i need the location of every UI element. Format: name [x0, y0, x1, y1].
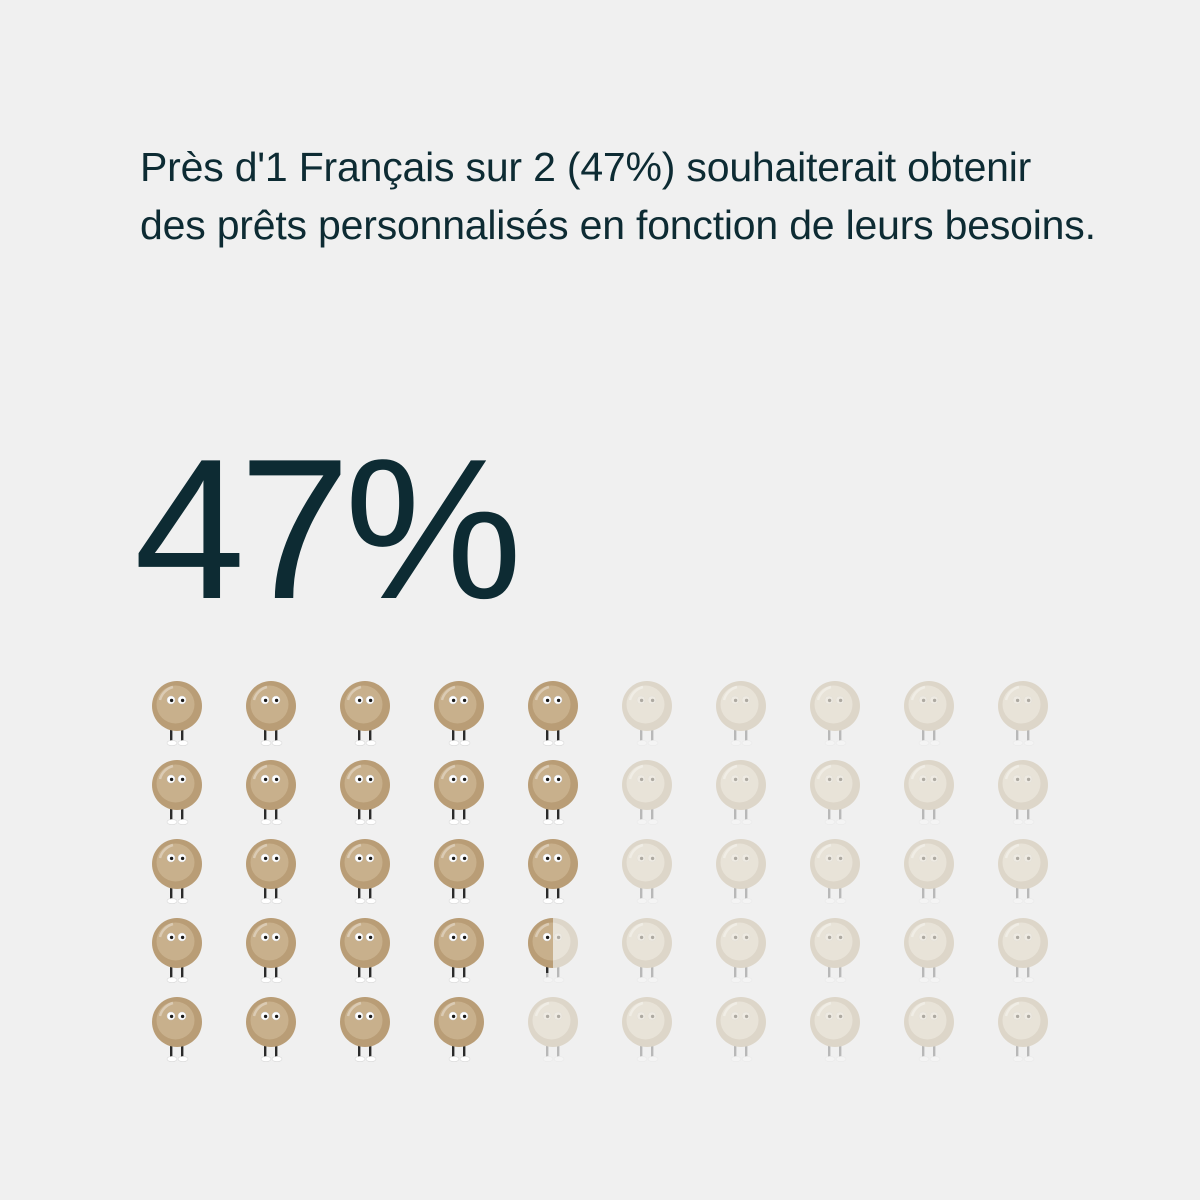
pictogram-icon-empty — [716, 839, 766, 904]
headline: Près d'1 Français sur 2 (47%) souhaitera… — [140, 144, 1096, 248]
pictogram-icon-empty — [622, 681, 672, 746]
pictogram-icon-filled — [152, 839, 202, 904]
pictogram-icon-filled — [434, 681, 484, 746]
pictogram-icon-empty — [904, 681, 954, 746]
pictogram-icon-empty — [998, 997, 1048, 1062]
pictogram-icon-empty — [810, 997, 860, 1062]
pictogram-icon-filled — [434, 918, 484, 983]
pictogram-icon-empty — [998, 839, 1048, 904]
pictogram-icon-empty — [622, 760, 672, 825]
pictogram-icon-filled — [246, 681, 296, 746]
pictogram-icon-filled — [340, 760, 390, 825]
pictogram-icon-partial — [528, 918, 578, 983]
pictogram-icon-empty — [810, 681, 860, 746]
pictogram-icon-empty — [810, 839, 860, 904]
pictogram-icon-filled — [246, 839, 296, 904]
pictogram-icon-filled — [152, 918, 202, 983]
pictogram-icon-empty — [904, 839, 954, 904]
pictogram-icon-empty — [622, 918, 672, 983]
pictogram-icon-filled — [340, 918, 390, 983]
pictogram-icon-empty — [716, 997, 766, 1062]
pictogram-icon-filled — [528, 839, 578, 904]
pictogram-icon-filled — [152, 681, 202, 746]
pictogram-icon-empty — [998, 681, 1048, 746]
pictogram-icon-filled — [340, 997, 390, 1062]
pictogram-icon-filled — [246, 997, 296, 1062]
pictogram-icon-filled — [434, 997, 484, 1062]
pictogram-icon-filled — [434, 839, 484, 904]
pictogram-icon-filled — [434, 760, 484, 825]
pictogram-icon-filled — [152, 997, 202, 1062]
big-stat-value: 47% — [134, 418, 522, 641]
pictogram-icon-filled — [528, 681, 578, 746]
pictogram-icon-filled — [528, 760, 578, 825]
pictogram-icon-empty — [904, 918, 954, 983]
pictogram-icon-empty — [998, 760, 1048, 825]
pictogram-icon-filled — [340, 839, 390, 904]
pictogram-icon-empty — [998, 918, 1048, 983]
pictogram-grid — [152, 681, 1048, 1062]
pictogram-icon-filled — [340, 681, 390, 746]
pictogram-icon-empty — [716, 918, 766, 983]
pictogram-icon-filled — [246, 918, 296, 983]
pictogram-icon-empty — [904, 760, 954, 825]
pictogram-icon-empty — [904, 997, 954, 1062]
pictogram-icon-empty — [810, 760, 860, 825]
pictogram-icon-empty — [622, 997, 672, 1062]
pictogram-icon-empty — [810, 918, 860, 983]
pictogram-icon-empty — [716, 681, 766, 746]
pictogram-icon-empty — [528, 997, 578, 1062]
pictogram-icon-filled — [246, 760, 296, 825]
pictogram-icon-empty — [622, 839, 672, 904]
pictogram-icon-filled — [152, 760, 202, 825]
pictogram-icon-empty — [716, 760, 766, 825]
